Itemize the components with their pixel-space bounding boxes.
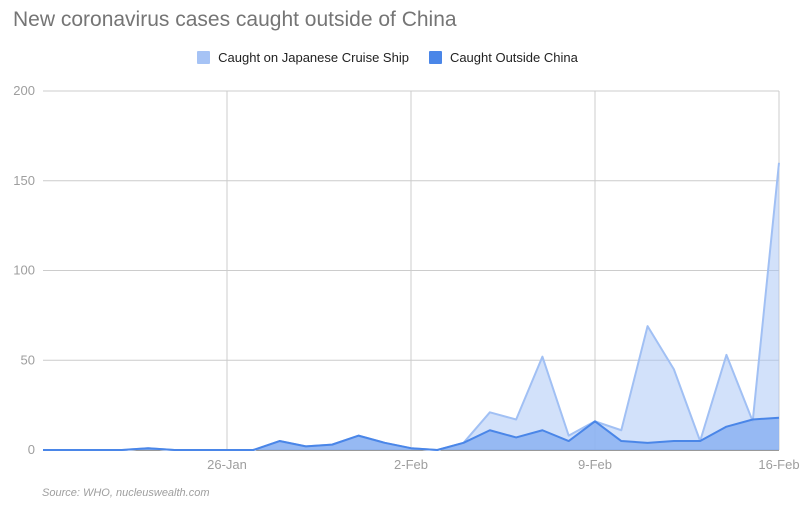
- chart-title: New coronavirus cases caught outside of …: [13, 8, 457, 31]
- data-point-s1-14[interactable]: [408, 445, 414, 451]
- data-point-s1-27[interactable]: [750, 416, 756, 422]
- x-tick-label: 16-Feb: [758, 457, 799, 472]
- data-point-s0-22[interactable]: [618, 427, 624, 433]
- data-point-s0-23[interactable]: [645, 323, 651, 329]
- y-tick-label: 50: [21, 352, 35, 367]
- series-line-1: [43, 416, 780, 451]
- data-point-s1-0[interactable]: [40, 447, 46, 453]
- data-point-s1-16[interactable]: [461, 440, 467, 446]
- data-point-s0-26[interactable]: [723, 352, 729, 358]
- data-point-s1-23[interactable]: [645, 440, 651, 446]
- y-tick-label: 150: [13, 173, 35, 188]
- data-point-s1-7[interactable]: [224, 447, 230, 453]
- data-point-s0-19[interactable]: [539, 354, 545, 360]
- data-point-s1-22[interactable]: [618, 438, 624, 444]
- legend-label-cruise: Caught on Japanese Cruise Ship: [218, 50, 409, 65]
- legend-label-outside: Caught Outside China: [449, 50, 578, 65]
- data-point-s1-20[interactable]: [566, 438, 572, 444]
- chart-plot: 0 50 100 150 200 26-Jan 2-Feb 9-Feb 16-Feb: [13, 83, 799, 472]
- y-tick-label: 200: [13, 83, 35, 98]
- legend: Caught on Japanese Cruise Ship Caught Ou…: [0, 50, 805, 65]
- data-point-s1-11[interactable]: [329, 442, 335, 448]
- legend-item-cruise[interactable]: Caught on Japanese Cruise Ship: [17, 50, 409, 65]
- data-point-s1-28[interactable]: [776, 415, 782, 421]
- data-point-s1-12[interactable]: [355, 433, 361, 439]
- data-point-s1-15[interactable]: [434, 447, 440, 453]
- data-point-s1-24[interactable]: [671, 438, 677, 444]
- legend-swatch-outside: [428, 51, 442, 64]
- data-point-s0-28[interactable]: [776, 160, 782, 166]
- source-note: Source: WHO, nucleuswealth.com: [42, 487, 210, 499]
- series-area-1: [43, 417, 779, 450]
- data-point-s1-25[interactable]: [697, 438, 703, 444]
- data-point-s1-10[interactable]: [303, 443, 309, 449]
- legend-swatch-cruise: [197, 51, 211, 64]
- data-point-s1-19[interactable]: [539, 427, 545, 433]
- data-point-s1-18[interactable]: [513, 434, 519, 440]
- series-areas: [43, 162, 780, 451]
- data-point-s1-17[interactable]: [487, 427, 493, 433]
- y-tick-label: 100: [13, 263, 35, 278]
- x-tick-label: 2-Feb: [394, 457, 428, 472]
- data-point-s0-18[interactable]: [513, 416, 519, 422]
- x-tick-label: 9-Feb: [578, 457, 612, 472]
- data-point-s1-1[interactable]: [66, 447, 72, 453]
- data-point-s1-13[interactable]: [382, 440, 388, 446]
- data-point-s1-21[interactable]: [592, 418, 598, 424]
- data-point-s0-20[interactable]: [566, 433, 572, 439]
- y-tick-label: 0: [28, 442, 35, 457]
- data-point-s1-6[interactable]: [198, 447, 204, 453]
- data-point-s1-8[interactable]: [250, 447, 256, 453]
- y-tick-labels: 0 50 100 150 200: [13, 83, 35, 457]
- data-point-s0-17[interactable]: [487, 409, 493, 415]
- data-point-s1-3[interactable]: [119, 447, 125, 453]
- data-point-s1-26[interactable]: [723, 424, 729, 430]
- x-tick-labels: 26-Jan 2-Feb 9-Feb 16-Feb: [207, 457, 799, 472]
- data-point-s1-5[interactable]: [171, 447, 177, 453]
- legend-item-outside[interactable]: Caught Outside China: [428, 50, 578, 65]
- data-point-s1-9[interactable]: [277, 438, 283, 444]
- x-tick-label: 26-Jan: [207, 457, 247, 472]
- data-point-s1-4[interactable]: [145, 445, 151, 451]
- data-point-s0-24[interactable]: [671, 366, 677, 372]
- data-point-s1-2[interactable]: [93, 447, 99, 453]
